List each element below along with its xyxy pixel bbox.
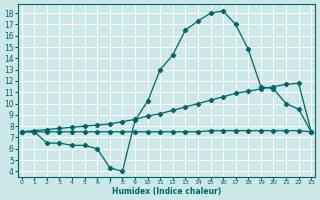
X-axis label: Humidex (Indice chaleur): Humidex (Indice chaleur) [112,187,221,196]
